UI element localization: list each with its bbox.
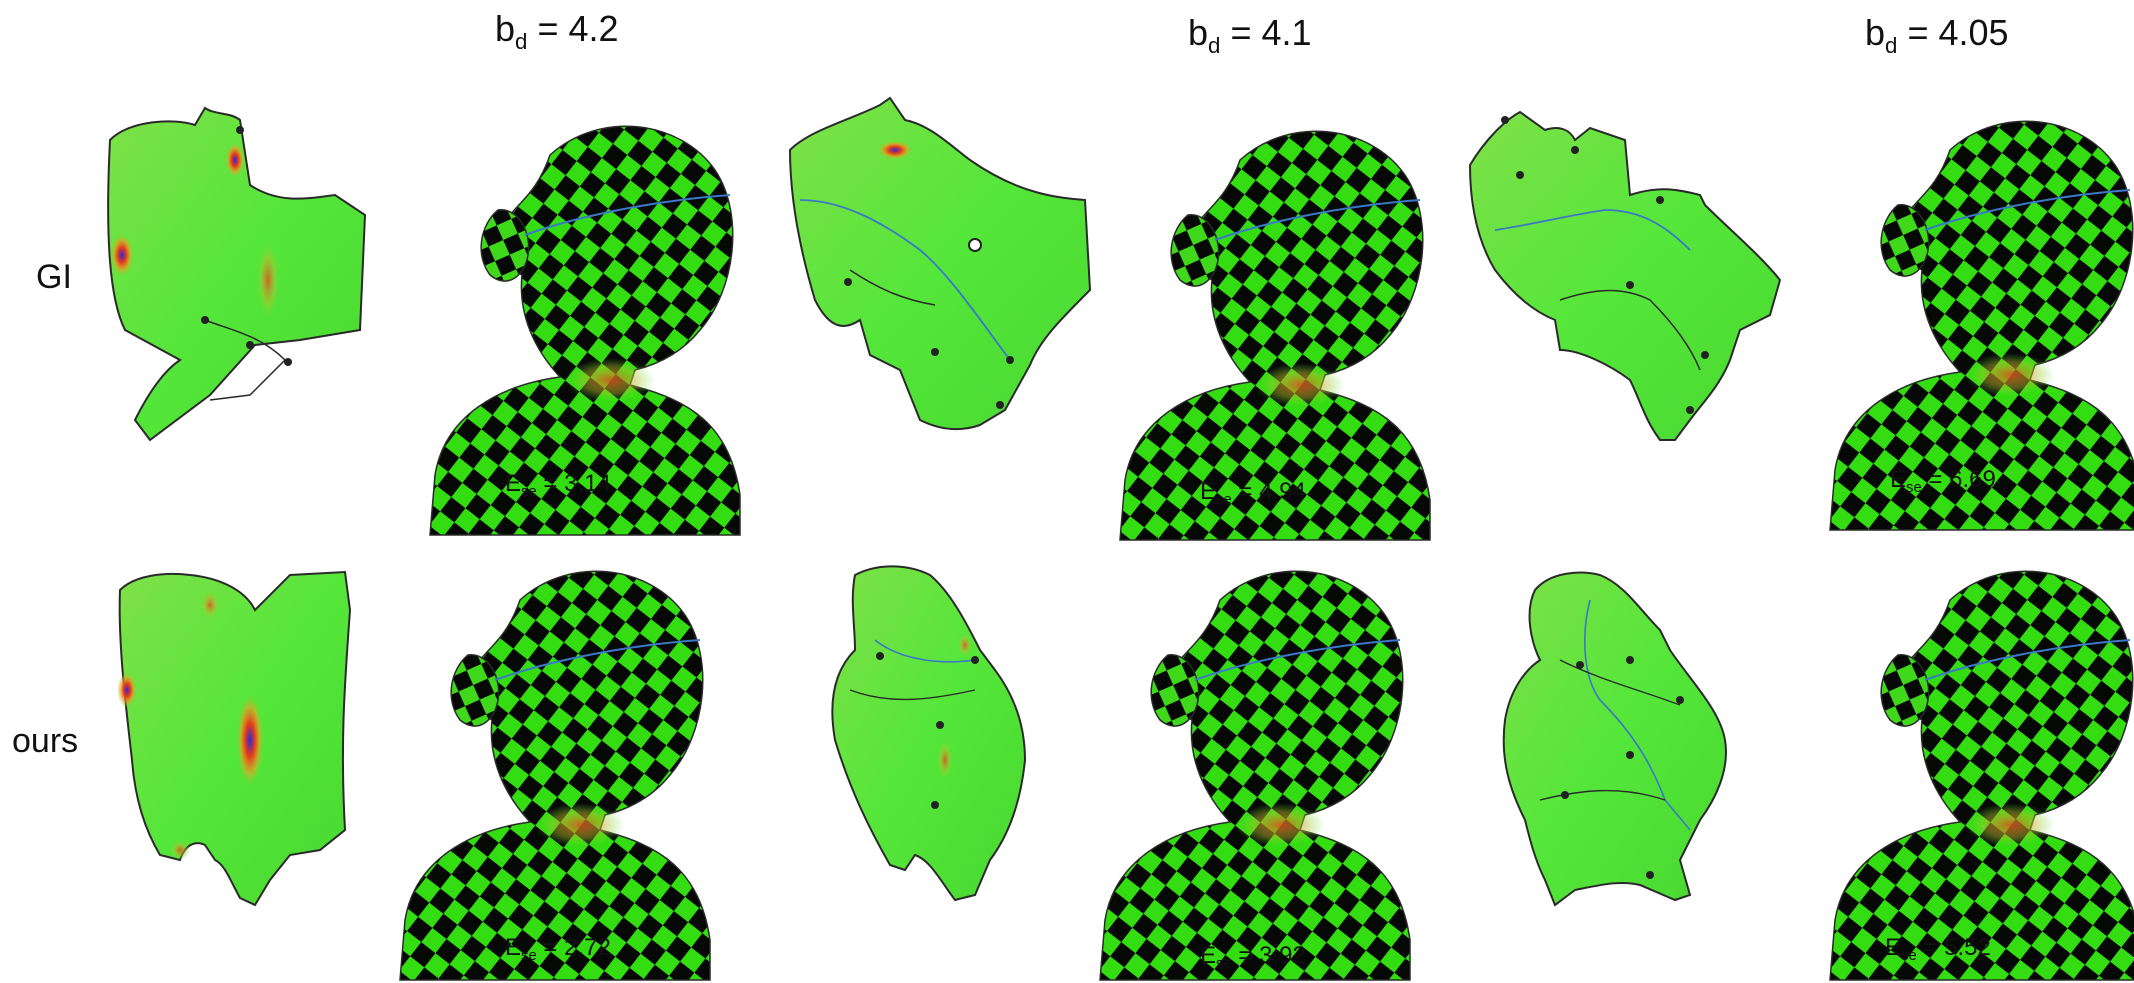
- gi-error-2: Ese = 4.94: [1200, 478, 1306, 509]
- column-title-3: bd = 4.05: [1865, 12, 2009, 58]
- row-label-ours: ours: [12, 722, 79, 760]
- row-label-gi: GI: [36, 258, 72, 296]
- gi-error-1: Ese = 3.14: [505, 470, 611, 501]
- gi-map-1: [107, 106, 367, 442]
- ours-map-1: [117, 570, 352, 907]
- ours-error-3: Ese = 5.52: [1885, 934, 1991, 965]
- ours-bust-3: [1829, 570, 2134, 981]
- column-title-2: bd = 4.1: [1188, 12, 1312, 58]
- column-title-1: bd = 4.2: [495, 8, 619, 54]
- ours-error-2: Ese = 3.92: [1200, 942, 1306, 973]
- gi-map-3: [1468, 110, 1782, 441]
- ours-map-3: [1502, 571, 1727, 907]
- gi-error-3: Ese = 6.69: [1890, 466, 1996, 497]
- ours-bust-1: [399, 570, 711, 981]
- ours-map-2: [831, 565, 1027, 902]
- ours-error-1: Ese = 2.72: [505, 934, 611, 965]
- gi-map-2: [788, 96, 1092, 431]
- ours-bust-2: [1099, 570, 1411, 981]
